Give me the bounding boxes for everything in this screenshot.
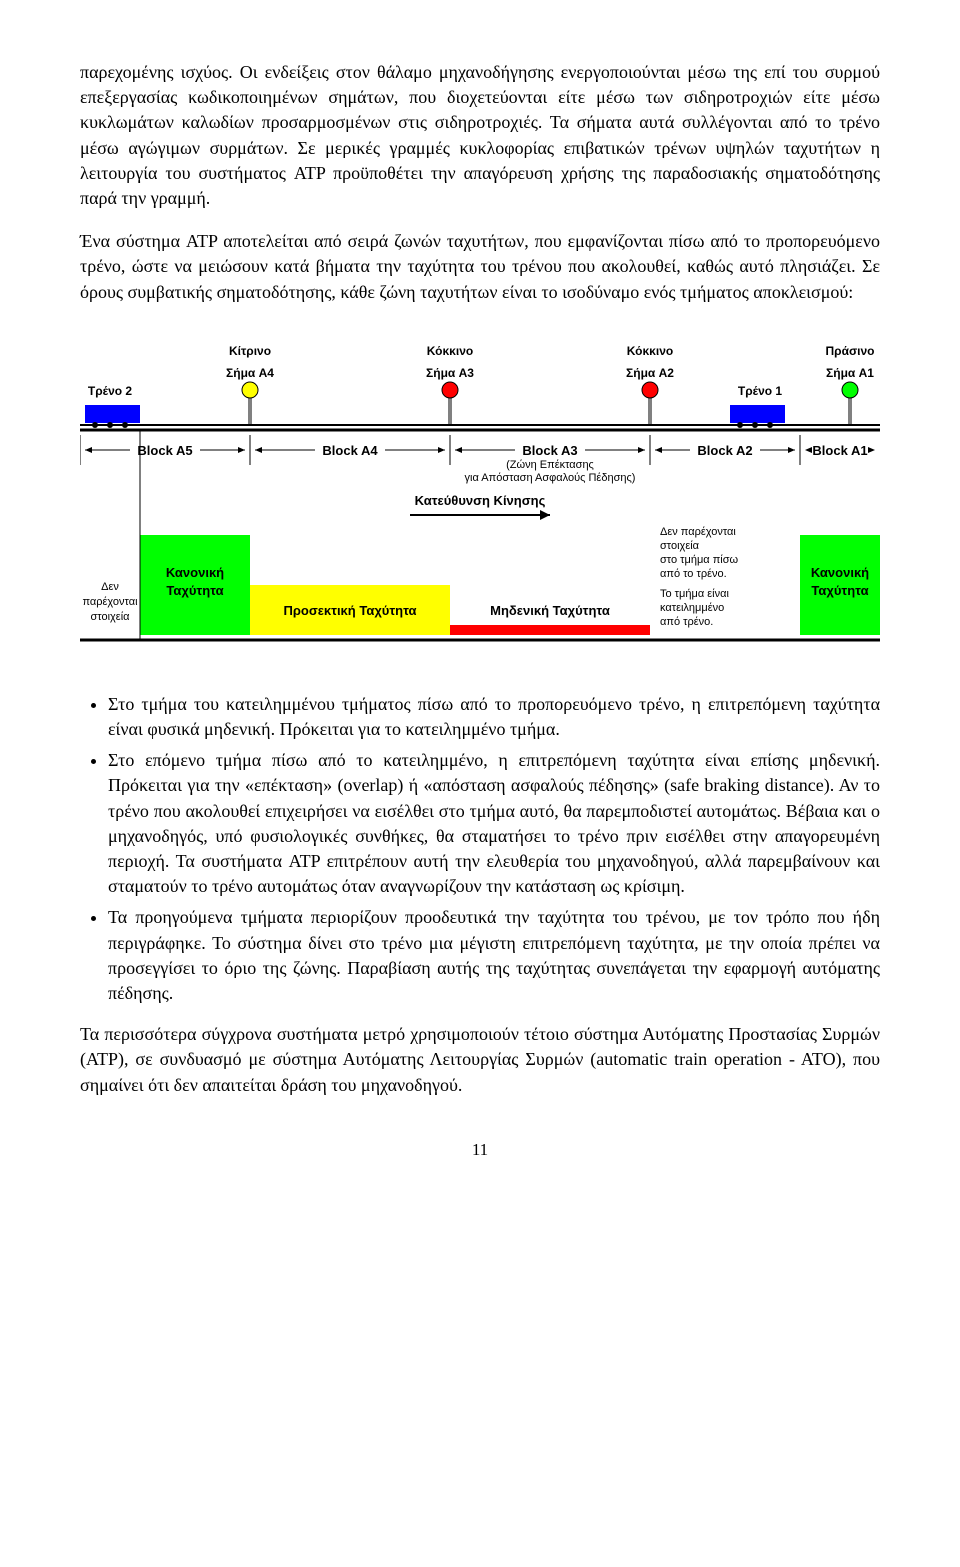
page-number: 11 xyxy=(80,1138,880,1162)
svg-text:Σήμα A3: Σήμα A3 xyxy=(426,366,474,380)
svg-text:Τρένο 1: Τρένο 1 xyxy=(738,384,783,398)
svg-text:Μηδενική Ταχύτητα: Μηδενική Ταχύτητα xyxy=(490,603,610,618)
bullet-2: Στο επόμενο τμήμα πίσω από το κατειλημμέ… xyxy=(108,748,880,899)
svg-text:Το τμήμα είναι: Το τμήμα είναι xyxy=(660,588,729,600)
svg-text:Σήμα A4: Σήμα A4 xyxy=(226,366,274,380)
paragraph-3: Τα περισσότερα σύγχρονα συστήματα μετρό … xyxy=(80,1022,880,1098)
svg-text:Κανονική: Κανονική xyxy=(811,565,869,580)
svg-text:Προσεκτική Ταχύτητα: Προσεκτική Ταχύτητα xyxy=(283,603,416,618)
svg-text:Δεν παρέχονται: Δεν παρέχονται xyxy=(660,526,736,538)
direction-label: Κατεύθυνση Κίνησης xyxy=(415,493,546,508)
svg-text:Κανονική: Κανονική xyxy=(166,565,224,580)
svg-text:κατειλημμένο: κατειλημμένο xyxy=(660,602,724,614)
svg-text:Σήμα A1: Σήμα A1 xyxy=(826,366,874,380)
svg-text:Ταχύτητα: Ταχύτητα xyxy=(166,583,223,598)
atp-diagram: Κίτρινο Σήμα A4 Κόκκινο Σήμα A3 Κόκκινο Σήμα … xyxy=(80,335,880,662)
paragraph-2: Ένα σύστημα ATP αποτελείται από σειρά ζω… xyxy=(80,229,880,305)
bullet-1: Στο τμήμα του κατειλημμένου τμήματος πίσ… xyxy=(108,692,880,742)
svg-text:στο τμήμα πίσω: στο τμήμα πίσω xyxy=(660,554,739,566)
svg-text:Block A1: Block A1 xyxy=(812,443,867,458)
svg-text:από τρένο.: από τρένο. xyxy=(660,616,713,628)
svg-text:παρέχονται: παρέχονται xyxy=(82,596,138,608)
svg-text:στοιχεία: στοιχεία xyxy=(660,540,700,552)
svg-text:από το τρένο.: από το τρένο. xyxy=(660,568,727,580)
svg-text:Κόκκινο: Κόκκινο xyxy=(427,344,473,358)
bullet-3: Τα προηγούμενα τμήματα περιορίζουν προοδ… xyxy=(108,905,880,1006)
svg-text:Σήμα A2: Σήμα A2 xyxy=(626,366,674,380)
svg-text:Δεν: Δεν xyxy=(101,581,119,593)
svg-text:για Απόσταση Ασφαλούς Πέδησης): για Απόσταση Ασφαλούς Πέδησης) xyxy=(465,472,636,484)
bullet-list: Στο τμήμα του κατειλημμένου τμήματος πίσ… xyxy=(80,692,880,1006)
paragraph-1: παρεχομένης ισχύος. Οι ενδείξεις στον θά… xyxy=(80,60,880,211)
svg-text:Τρένο 2: Τρένο 2 xyxy=(88,384,133,398)
svg-text:Κόκκινο: Κόκκινο xyxy=(627,344,673,358)
svg-text:Block A5: Block A5 xyxy=(137,443,192,458)
svg-text:Block A2: Block A2 xyxy=(697,443,752,458)
svg-text:Πράσινο: Πράσινο xyxy=(825,344,874,358)
svg-text:Block A3: Block A3 xyxy=(522,443,577,458)
svg-text:Ταχύτητα: Ταχύτητα xyxy=(811,583,868,598)
svg-text:στοιχεία: στοιχεία xyxy=(90,611,130,623)
svg-text:(Ζώνη Επέκτασης: (Ζώνη Επέκτασης xyxy=(506,459,594,471)
svg-text:Κίτρινο: Κίτρινο xyxy=(229,344,271,358)
svg-text:Block A4: Block A4 xyxy=(322,443,378,458)
